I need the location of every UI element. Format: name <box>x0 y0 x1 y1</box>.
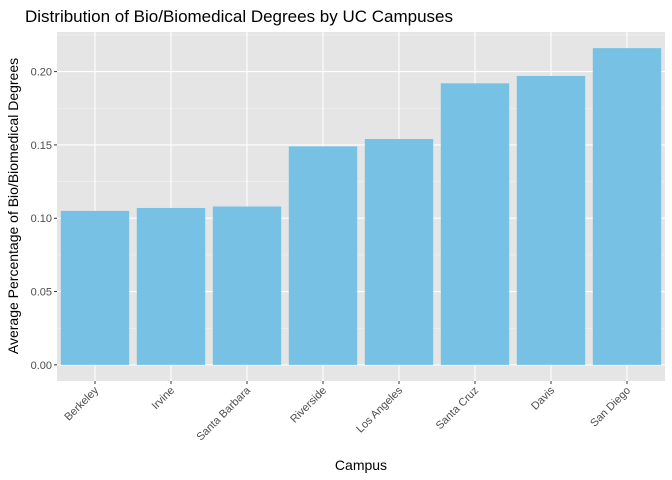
y-tick-label: 0.00 <box>31 360 52 372</box>
bar <box>288 146 358 365</box>
x-tick-label: Santa Cruz <box>434 385 481 432</box>
y-tick-label: 0.10 <box>31 213 52 225</box>
bar <box>60 210 130 365</box>
bar <box>516 75 586 365</box>
x-axis-title: Campus <box>335 457 387 473</box>
y-axis: 0.00 0.05 0.10 0.15 0.20 <box>31 67 57 372</box>
x-tick-label: Irvine <box>150 385 178 413</box>
y-tick-label: 0.15 <box>31 140 52 152</box>
x-tick-label: Berkeley <box>62 384 101 423</box>
y-tick-label: 0.05 <box>31 287 52 299</box>
bar <box>592 48 662 365</box>
bar <box>212 206 282 365</box>
chart-title: Distribution of Bio/Biomedical Degrees b… <box>25 7 453 26</box>
x-tick-label: Davis <box>529 384 557 412</box>
x-tick-label: San Diego <box>588 385 633 430</box>
x-tick-label: Santa Barbara <box>194 384 253 443</box>
y-axis-title: Average Percentage of Bio/Biomedical Deg… <box>5 58 21 354</box>
bars <box>60 48 662 365</box>
x-tick-label: Los Angeles <box>354 384 405 435</box>
bar <box>440 83 510 365</box>
bar <box>364 139 434 365</box>
x-axis: Berkeley Irvine Santa Barbara Riverside Los … <box>62 381 633 443</box>
y-tick-label: 0.20 <box>31 67 52 79</box>
bar <box>136 207 206 365</box>
x-tick-label: Riverside <box>288 385 329 426</box>
